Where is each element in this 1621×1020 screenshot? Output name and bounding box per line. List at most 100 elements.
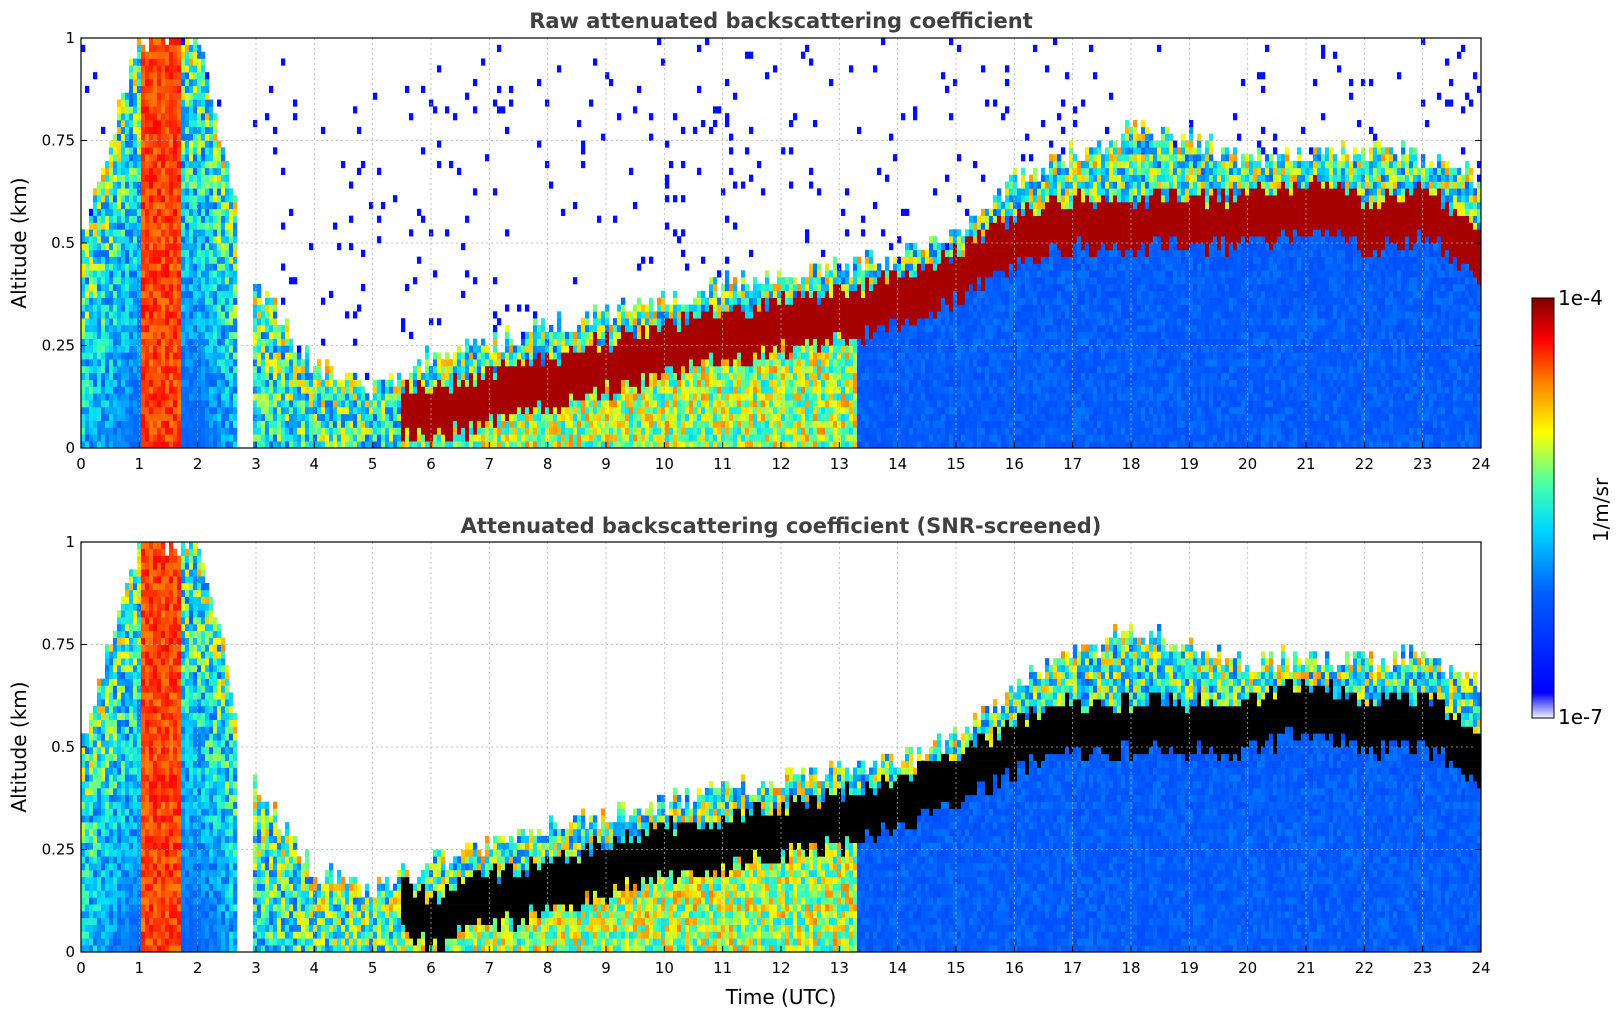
top-heatmap-column	[717, 106, 722, 449]
top-heatmap-cell	[493, 413, 498, 421]
top-heatmap-cell	[213, 256, 218, 264]
top-heatmap-cell	[197, 352, 202, 360]
top-heatmap-cell	[801, 51, 806, 59]
top-heatmap-cell	[225, 195, 230, 203]
top-heatmap-cell	[137, 208, 142, 216]
top-heatmap-cell	[337, 393, 342, 401]
top-heatmap-cell	[669, 338, 674, 346]
top-heatmap-cell	[157, 222, 162, 230]
top-heatmap-cell	[605, 413, 610, 421]
top-heatmap-cell	[785, 407, 790, 415]
top-heatmap-cell	[445, 366, 450, 374]
top-heatmap-cell	[233, 366, 238, 374]
top-heatmap-cell	[489, 413, 494, 421]
top-heatmap-cell	[109, 413, 114, 421]
top-heatmap-cell	[113, 208, 118, 216]
top-heatmap-cell	[805, 420, 810, 428]
top-heatmap-cell	[141, 85, 146, 93]
top-heatmap-cell	[221, 318, 226, 326]
top-heatmap-cell	[141, 420, 146, 428]
top-heatmap-cell	[745, 359, 750, 367]
top-heatmap-cell	[681, 393, 686, 401]
top-heatmap-cell	[145, 65, 150, 73]
top-heatmap-cell	[429, 386, 434, 394]
top-heatmap-cell	[501, 386, 506, 394]
top-heatmap-cell	[781, 359, 786, 367]
top-heatmap-cell	[789, 331, 794, 339]
top-heatmap-cell	[777, 352, 782, 360]
top-heatmap-cell	[321, 386, 326, 394]
top-heatmap-cell	[289, 345, 294, 353]
top-heatmap-cell	[665, 379, 670, 387]
top-heatmap-cell	[137, 318, 142, 326]
top-heatmap-cell	[765, 434, 770, 442]
top-heatmap-cell	[817, 413, 822, 421]
top-heatmap-cell	[173, 58, 178, 66]
top-heatmap-cell	[221, 352, 226, 360]
top-heatmap-cell	[785, 325, 790, 333]
top-heatmap-cell	[537, 413, 542, 421]
top-heatmap-cell	[153, 379, 158, 387]
top-heatmap-cell	[297, 366, 302, 374]
top-heatmap-cell	[709, 386, 714, 394]
top-heatmap-column	[333, 222, 338, 449]
top-heatmap-cell	[201, 126, 206, 134]
top-heatmap-cell	[289, 400, 294, 408]
top-heatmap-cell	[233, 407, 238, 415]
top-heatmap-cell	[609, 400, 614, 408]
top-heatmap-cell	[345, 379, 350, 387]
top-heatmap-cell	[105, 441, 110, 449]
top-heatmap-cell	[105, 372, 110, 380]
top-heatmap-cell	[165, 181, 170, 189]
top-heatmap-cell	[537, 407, 542, 415]
top-heatmap-cell	[653, 325, 658, 333]
top-heatmap-cell	[705, 386, 710, 394]
top-heatmap-cell	[717, 338, 722, 346]
top-heatmap-cell	[289, 366, 294, 374]
top-heatmap-cell	[817, 284, 822, 292]
top-heatmap-cell	[85, 243, 90, 251]
top-heatmap-cell	[169, 345, 174, 353]
top-heatmap-cell	[145, 249, 150, 257]
top-heatmap-cell	[169, 359, 174, 367]
top-heatmap-cell	[209, 386, 214, 394]
top-heatmap-column	[509, 85, 514, 449]
top-heatmap-cell	[105, 420, 110, 428]
top-heatmap-cell	[421, 393, 426, 401]
top-heatmap-cell	[565, 379, 570, 387]
top-heatmap-cell	[477, 386, 482, 394]
top-heatmap-cell	[157, 85, 162, 93]
top-heatmap-cell	[121, 167, 126, 175]
top-heatmap-cell	[189, 208, 194, 216]
top-heatmap-cell	[289, 427, 294, 435]
top-heatmap-cell	[601, 393, 606, 401]
top-heatmap-cell	[169, 236, 174, 244]
top-heatmap-cell	[785, 352, 790, 360]
top-heatmap-cell	[729, 325, 734, 333]
top-heatmap-column	[625, 311, 630, 449]
top-heatmap-cell	[489, 420, 494, 428]
top-heatmap-cell	[149, 208, 154, 216]
top-heatmap-cell	[525, 352, 530, 360]
top-heatmap-cell	[801, 379, 806, 387]
top-heatmap-cell	[637, 379, 642, 387]
top-heatmap-cell	[129, 290, 134, 298]
top-heatmap-cell	[185, 167, 190, 175]
top-heatmap-cell	[541, 352, 546, 360]
top-heatmap-cell	[785, 290, 790, 298]
top-heatmap-cell	[817, 290, 822, 298]
top-heatmap-cell	[293, 359, 298, 367]
top-heatmap-cell	[601, 338, 606, 346]
top-heatmap-cell	[677, 393, 682, 401]
top-heatmap-cell	[81, 270, 86, 278]
top-heatmap-cell	[557, 386, 562, 394]
top-heatmap-cell	[97, 400, 102, 408]
top-heatmap-cell	[205, 263, 210, 271]
top-heatmap-cell	[117, 120, 122, 128]
top-heatmap-cell	[765, 352, 770, 360]
top-heatmap-cell	[117, 441, 122, 449]
top-heatmap-cell	[85, 441, 90, 449]
top-heatmap-cell	[461, 359, 466, 367]
top-heatmap-cell	[89, 393, 94, 401]
top-heatmap-cell	[157, 427, 162, 435]
